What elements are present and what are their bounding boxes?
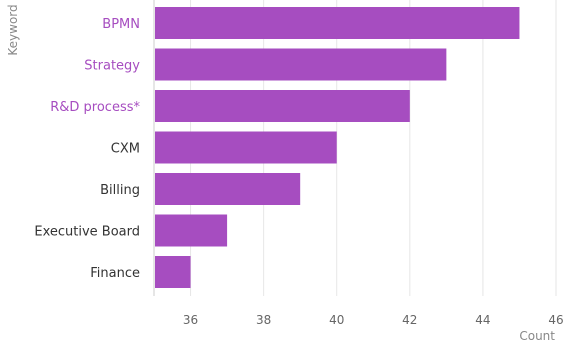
bar[interactable]: [155, 173, 301, 205]
category-label: CXM: [111, 142, 140, 157]
x-tick-label: 42: [402, 313, 417, 327]
y-axis-title: Keyword: [6, 4, 20, 55]
bar[interactable]: [155, 48, 447, 81]
bar[interactable]: [155, 131, 337, 164]
x-tick-label: 38: [256, 313, 271, 327]
x-tick-labels: 36 38 40 42 44 46: [183, 313, 564, 327]
x-tick-label: 36: [183, 313, 198, 327]
bar[interactable]: [155, 214, 228, 247]
x-tick-label: 44: [475, 313, 490, 327]
bars: [155, 7, 520, 288]
x-axis-title: Count: [519, 329, 555, 341]
category-labels: BPMN Strategy R&D process* CXM Billing Execut…: [34, 17, 140, 281]
category-label: Finance: [90, 266, 140, 281]
x-tick-label: 40: [329, 313, 344, 327]
bar[interactable]: [155, 90, 410, 122]
bar[interactable]: [155, 256, 191, 288]
category-label: Executive Board: [34, 225, 140, 240]
category-label[interactable]: Strategy: [84, 59, 140, 74]
category-label: Billing: [100, 183, 140, 198]
category-label[interactable]: BPMN: [102, 17, 140, 32]
category-label[interactable]: R&D process*: [50, 100, 140, 115]
bar[interactable]: [155, 7, 520, 39]
x-tick-label: 46: [548, 313, 563, 327]
